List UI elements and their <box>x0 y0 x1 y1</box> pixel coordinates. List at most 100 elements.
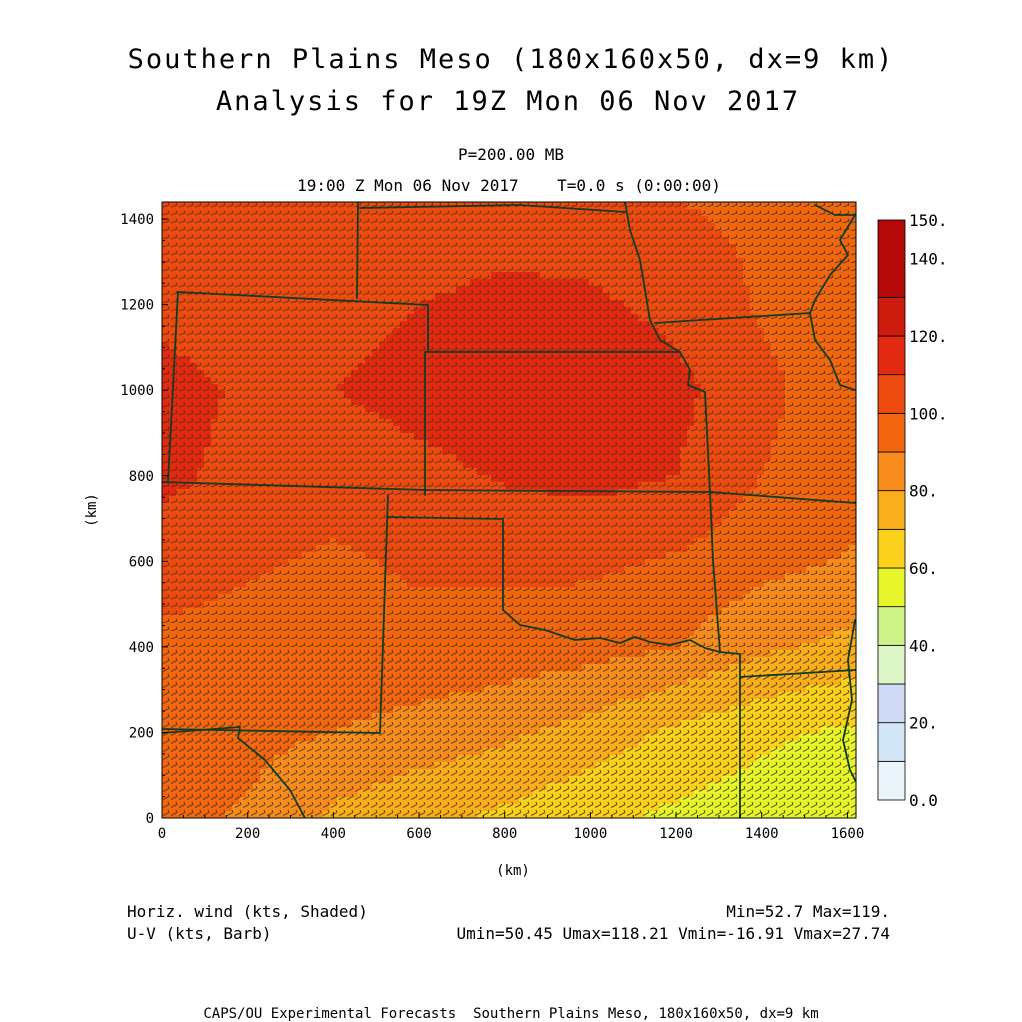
speed-cell <box>533 447 541 455</box>
speed-cell <box>610 398 618 406</box>
speed-cell <box>771 356 779 364</box>
speed-cell <box>631 524 639 532</box>
speed-cell <box>540 321 548 329</box>
speed-cell <box>484 272 492 280</box>
speed-cell <box>183 503 191 511</box>
speed-cell <box>813 223 821 231</box>
speed-cell <box>386 377 394 385</box>
speed-cell <box>260 209 268 217</box>
speed-cell <box>183 356 191 364</box>
speed-cell <box>792 391 800 399</box>
speed-cell <box>701 230 709 238</box>
speed-cell <box>309 230 317 238</box>
speed-cell <box>253 461 261 469</box>
speed-cell <box>344 412 352 420</box>
speed-cell <box>407 433 415 441</box>
speed-cell <box>722 391 730 399</box>
speed-cell <box>666 209 674 217</box>
speed-cell <box>778 223 786 231</box>
speed-cell <box>673 517 681 525</box>
speed-cell <box>456 223 464 231</box>
speed-cell <box>736 216 744 224</box>
speed-cell <box>351 356 359 364</box>
speed-cell <box>428 398 436 406</box>
speed-cell <box>491 223 499 231</box>
speed-cell <box>344 517 352 525</box>
speed-cell <box>512 454 520 462</box>
speed-cell <box>456 503 464 511</box>
speed-cell <box>743 244 751 252</box>
speed-cell <box>743 384 751 392</box>
speed-cell <box>575 202 583 210</box>
speed-cell <box>603 545 611 553</box>
speed-cell <box>267 307 275 315</box>
speed-cell <box>316 230 324 238</box>
speed-cell <box>330 503 338 511</box>
speed-cell <box>757 503 765 511</box>
speed-cell <box>582 468 590 476</box>
speed-cell <box>666 251 674 259</box>
speed-cell <box>715 251 723 259</box>
speed-cell <box>743 412 751 420</box>
speed-cell <box>309 356 317 364</box>
speed-cell <box>358 531 366 539</box>
speed-cell <box>400 258 408 266</box>
speed-cell <box>785 496 793 504</box>
speed-cell <box>666 454 674 462</box>
speed-cell <box>617 391 625 399</box>
speed-cell <box>722 300 730 308</box>
speed-cell <box>547 531 555 539</box>
speed-cell <box>400 461 408 469</box>
speed-cell <box>414 244 422 252</box>
speed-cell <box>309 342 317 350</box>
speed-cell <box>358 440 366 448</box>
speed-cell <box>778 237 786 245</box>
speed-cell <box>547 230 555 238</box>
speed-cell <box>743 426 751 434</box>
speed-cell <box>610 384 618 392</box>
speed-cell <box>680 538 688 546</box>
speed-cell <box>274 237 282 245</box>
speed-cell <box>344 216 352 224</box>
speed-cell <box>806 405 814 413</box>
speed-cell <box>386 510 394 518</box>
speed-cell <box>687 300 695 308</box>
speed-cell <box>722 419 730 427</box>
speed-cell <box>274 440 282 448</box>
speed-cell <box>680 293 688 301</box>
speed-cell <box>666 510 674 518</box>
speed-cell <box>505 314 513 322</box>
speed-cell <box>463 412 471 420</box>
speed-cell <box>288 384 296 392</box>
speed-cell <box>750 279 758 287</box>
speed-cell <box>519 251 527 259</box>
speed-cell <box>498 230 506 238</box>
speed-cell <box>218 419 226 427</box>
speed-cell <box>680 517 688 525</box>
speed-cell <box>701 349 709 357</box>
speed-cell <box>463 356 471 364</box>
speed-cell <box>757 251 765 259</box>
speed-cell <box>162 300 170 308</box>
speed-cell <box>750 293 758 301</box>
speed-cell <box>442 244 450 252</box>
speed-cell <box>288 293 296 301</box>
speed-cell <box>631 202 639 210</box>
speed-cell <box>771 307 779 315</box>
speed-cell <box>267 377 275 385</box>
speed-cell <box>750 412 758 420</box>
speed-cell <box>673 524 681 532</box>
speed-cell <box>169 293 177 301</box>
speed-cell <box>274 398 282 406</box>
speed-cell <box>764 412 772 420</box>
speed-cell <box>281 216 289 224</box>
speed-cell <box>673 356 681 364</box>
speed-cell <box>379 391 387 399</box>
speed-cell <box>729 356 737 364</box>
speed-cell <box>218 349 226 357</box>
speed-cell <box>428 265 436 273</box>
speed-cell <box>575 524 583 532</box>
speed-cell <box>841 524 849 532</box>
speed-cell <box>806 377 814 385</box>
speed-cell <box>246 258 254 266</box>
